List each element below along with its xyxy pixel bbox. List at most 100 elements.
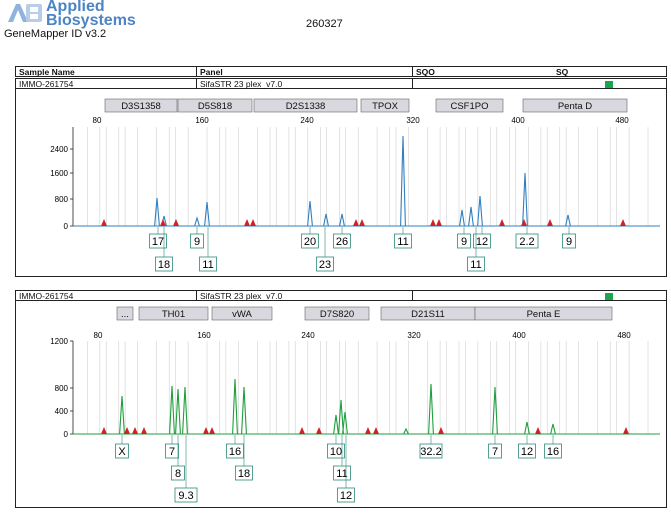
brand-line-1: Applied [46, 0, 105, 15]
size-marker-icon [521, 219, 527, 226]
locus-box [253, 98, 358, 113]
size-marker-icon [620, 219, 626, 226]
x-tick-label: 240 [300, 116, 314, 125]
allele-call-label: 11 [397, 236, 408, 248]
peak-mark [522, 172, 528, 227]
allele-call-box [457, 233, 471, 249]
size-marker-icon [141, 427, 147, 434]
allele-call-label: 16 [229, 446, 241, 458]
allele-call-box [544, 443, 562, 459]
peak-mark [341, 411, 349, 435]
x-tick-label: 480 [617, 331, 631, 340]
size-marker-icon [359, 219, 365, 226]
size-marker-icon [299, 427, 305, 434]
applied-biosystems-logo-icon [8, 4, 42, 22]
allele-call-label: 26 [336, 236, 348, 248]
size-marker-icon [316, 427, 322, 434]
locus-label: D21S11 [411, 309, 445, 320]
peak-mark [458, 209, 466, 227]
peak-mark [477, 195, 483, 227]
peak-mark [175, 388, 181, 435]
sample-row-1[interactable]: IMMO-261754 SifaSTR 23 plex_v7.0 [15, 78, 667, 89]
locus-box [522, 98, 628, 113]
peak-mark [492, 386, 498, 435]
allele-call-box [473, 233, 491, 249]
size-marker-icon [365, 427, 371, 434]
sample-name: IMMO-261754 [19, 79, 74, 89]
size-marker-icon [438, 427, 444, 434]
column-header-sqo: SQO [416, 67, 435, 77]
run-id: 260327 [306, 18, 343, 30]
locus-box [360, 98, 410, 113]
allele-call-box [165, 443, 179, 459]
locus-label: D7S820 [320, 309, 354, 320]
sample-row-2[interactable]: IMMO-261754 SifaSTR 23 plex_v7.0 [15, 290, 667, 301]
column-header-sample-name: Sample Name [19, 67, 75, 77]
size-marker-icon [101, 427, 107, 434]
allele-call-label: 11 [336, 468, 347, 480]
size-marker-icon [436, 219, 442, 226]
size-marker-icon [499, 219, 505, 226]
locus-box [211, 306, 273, 321]
panel-name: SifaSTR 23 plex_v7.0 [200, 291, 283, 301]
x-tick-label: 160 [197, 331, 211, 340]
x-tick-label: 320 [407, 331, 421, 340]
allele-call-label: 12 [340, 490, 352, 502]
peak-mark [306, 200, 314, 227]
locus-label: ... [121, 309, 129, 320]
allele-call-label: 9 [194, 236, 200, 248]
allele-call-label: 18 [158, 259, 170, 271]
allele-call-box [327, 443, 345, 459]
allele-call-label: 7 [492, 446, 498, 458]
peak-mark [338, 213, 346, 227]
size-marker-icon [535, 427, 541, 434]
allele-call-box [316, 256, 334, 272]
size-marker-icon [430, 219, 436, 226]
electropherogram-chart-2: ... TH01 vWA D7S820 D21S11 Penta E80 160 240 320… [50, 306, 660, 503]
allele-call-label: 16 [547, 446, 559, 458]
allele-call-box [467, 256, 485, 272]
y-tick-label: 2400 [50, 145, 68, 154]
allele-call-box [171, 465, 185, 481]
peak-mark [400, 135, 406, 227]
allele-call-label: 2.2 [519, 236, 534, 248]
locus-box [104, 98, 178, 113]
column-header-panel: Panel [200, 67, 223, 77]
x-tick-label: 480 [615, 116, 629, 125]
peak-mark [549, 423, 557, 435]
peak-mark [523, 421, 531, 435]
allele-call-label: 11 [470, 259, 481, 271]
allele-call-label: 17 [152, 236, 164, 248]
allele-call-label: 8 [175, 468, 181, 480]
allele-call-label: 9 [566, 236, 572, 248]
size-marker-icon [132, 427, 138, 434]
table-header-row: Sample Name Panel SQO SQ [15, 66, 667, 77]
allele-call-label: 10 [330, 446, 342, 458]
locus-label: Penta E [527, 309, 561, 320]
peak-mark [119, 395, 125, 435]
peak-mark [241, 386, 247, 435]
locus-box [435, 98, 504, 113]
locus-label: TPOX [372, 101, 399, 112]
peak-mark [338, 399, 344, 435]
y-tick-label: 1200 [50, 337, 68, 346]
allele-call-label: 20 [304, 236, 316, 248]
y-tick-label: 1600 [50, 169, 68, 178]
allele-call-box [226, 443, 244, 459]
peak-mark [193, 216, 201, 227]
peak-mark [428, 383, 434, 435]
allele-call-box [190, 233, 204, 249]
locus-label: TH01 [162, 309, 185, 320]
size-marker-icon [209, 427, 215, 434]
allele-call-box [235, 465, 253, 481]
size-marker-icon [373, 427, 379, 434]
peak-mark [332, 414, 340, 435]
size-marker-icon [623, 427, 629, 434]
size-marker-icon [160, 219, 166, 226]
x-tick-label: 80 [94, 331, 103, 340]
peak-mark [182, 386, 188, 435]
peak-mark [564, 214, 572, 227]
y-tick-label: 400 [55, 407, 69, 416]
size-marker-icon [173, 219, 179, 226]
x-tick-label: 400 [511, 116, 525, 125]
